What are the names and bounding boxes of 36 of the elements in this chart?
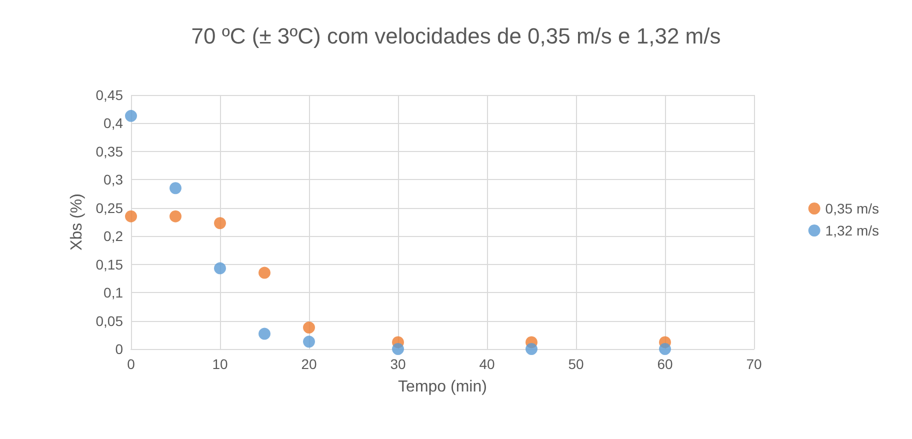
x-tick-label: 10	[212, 356, 228, 372]
y-tick-label: 0,3	[104, 172, 124, 188]
point	[659, 343, 671, 355]
x-axis-title: Tempo (min)	[398, 378, 487, 396]
point	[214, 262, 226, 274]
legend-label: 0,35 m/s	[825, 200, 880, 216]
point	[125, 110, 137, 122]
y-tick-label: 0,2	[104, 228, 124, 244]
point	[170, 210, 182, 222]
x-tick-label: 20	[301, 356, 317, 372]
y-tick-label: 0	[115, 341, 124, 357]
x-tick-label: 0	[127, 356, 136, 372]
point	[125, 210, 137, 222]
point	[258, 266, 270, 279]
point	[214, 217, 226, 230]
y-tick-label: 0,05	[96, 312, 124, 329]
y-tick-label: 0,1	[104, 284, 124, 301]
y-tick-label: 0,25	[96, 200, 124, 216]
x-tick-label: 50	[568, 356, 584, 372]
point	[303, 336, 315, 348]
x-tick-label: 30	[390, 356, 406, 372]
point	[258, 328, 270, 340]
legend-label: 1,32 m/s	[825, 222, 880, 238]
x-tick-label: 40	[479, 356, 495, 372]
y-tick-label: 0,45	[96, 87, 124, 103]
point	[303, 322, 315, 334]
y-tick-label: 0,35	[96, 143, 124, 160]
y-tick-label: 0,4	[104, 115, 124, 132]
point	[170, 182, 182, 194]
x-tick-label: 60	[657, 356, 673, 372]
point	[526, 343, 538, 355]
x-tick-label: 70	[746, 356, 762, 372]
chart-title: 70 ºC (± 3ºC) com velocidades de 0,35 m/s e 1,32 m/s	[191, 24, 721, 48]
y-tick-label: 0,15	[96, 256, 124, 272]
point	[392, 343, 404, 355]
y-axis-title: Xbs (%)	[68, 194, 86, 250]
